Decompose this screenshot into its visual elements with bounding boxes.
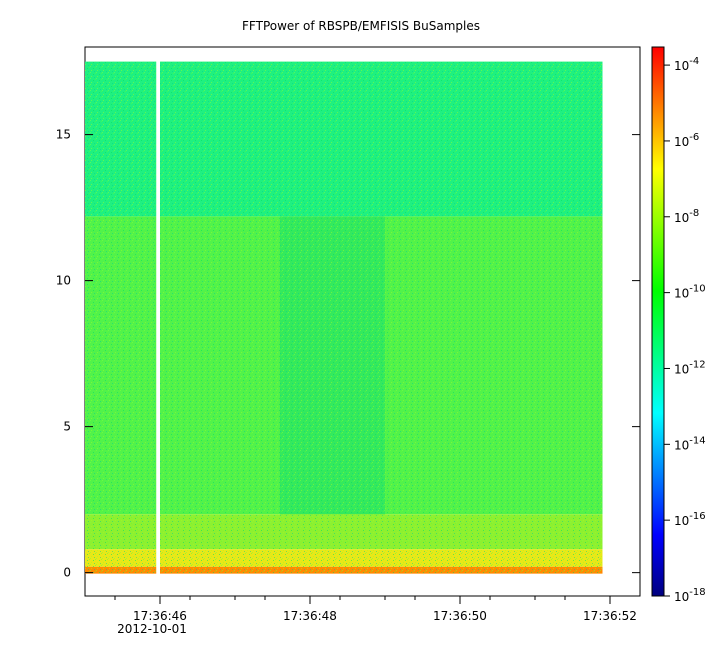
y-axis: 0 5 10 15 xyxy=(56,128,640,580)
y-tick-label: 0 xyxy=(63,566,71,580)
colorbar-ticks: 10-4 10-6 10-8 10-10 10-12 10-14 10-16 10-18 xyxy=(664,56,706,604)
colorbar-tick-label: 10-6 xyxy=(674,132,699,149)
x-tick-label: 17:36:46 xyxy=(133,609,187,623)
colorbar-tick-label: 10-10 xyxy=(674,284,706,301)
y-tick-label: 5 xyxy=(63,420,71,434)
x-tick-sublabel: 2012-10-01 xyxy=(117,622,187,636)
noise-texture xyxy=(85,61,603,574)
x-tick-label: 17:36:48 xyxy=(283,609,337,623)
colorbar-tick-label: 10-8 xyxy=(674,208,699,225)
x-tick-label: 17:36:50 xyxy=(433,609,487,623)
chart-title: FFTPower of RBSPB/EMFISIS BuSamples xyxy=(242,19,480,33)
colorbar: 10-4 10-6 10-8 10-10 10-12 10-14 10-16 10-18 xyxy=(651,46,706,604)
colorbar-tick-label: 10-12 xyxy=(674,359,706,376)
colorbar-tick-label: 10-18 xyxy=(674,587,706,604)
x-tick-label: 17:36:52 xyxy=(583,609,637,623)
data-gap xyxy=(156,60,160,575)
colorbar-tick-label: 10-16 xyxy=(674,511,706,528)
colorbar-tick-label: 10-14 xyxy=(674,435,706,452)
colorbar-tick-label: 10-4 xyxy=(674,56,699,73)
y-tick-label: 10 xyxy=(56,274,71,288)
heatmap-image xyxy=(85,60,603,575)
colorbar-gradient xyxy=(651,46,665,597)
y-tick-label: 15 xyxy=(56,128,71,142)
